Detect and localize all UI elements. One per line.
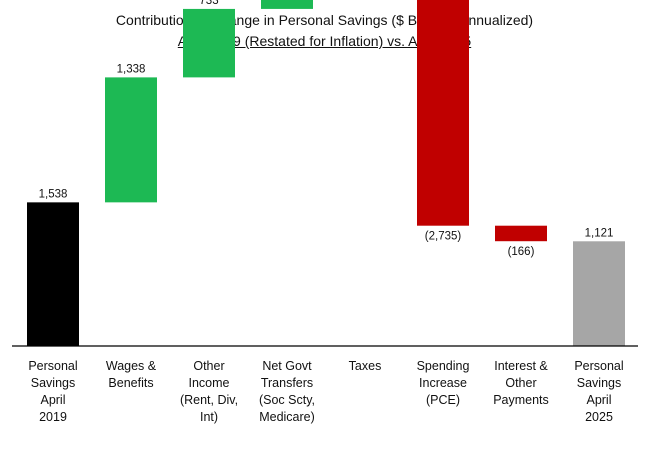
category-label-7-line-2: April [586, 393, 611, 407]
category-label-5: Spending Increase (PCE) [417, 359, 470, 407]
bar-3 [261, 0, 313, 9]
chart-subtitle: April 2019 (Restated for Inflation) vs. … [177, 33, 472, 49]
category-label-1-line-1: Benefits [108, 376, 153, 390]
category-label-3-line-0: Net Govt [262, 359, 312, 373]
category-label-0-line-0: Personal [28, 359, 77, 373]
category-label-6-line-0: Interest & [494, 359, 548, 373]
category-label-2: Other Income (Rent, Div, Int) [180, 359, 238, 424]
category-label-0-line-3: 2019 [39, 410, 67, 424]
category-label-7-line-1: Savings [577, 376, 621, 390]
category-label-6-line-1: Other [505, 376, 536, 390]
category-label-7-line-3: 2025 [585, 410, 613, 424]
category-label-3: Net Govt Transfers (Soc Scty, Medicare) [259, 359, 315, 424]
data-label-2: 733 [199, 0, 218, 7]
category-label-4: Taxes [349, 359, 382, 373]
bar-5 [417, 0, 469, 226]
category-label-0-line-2: April [40, 393, 65, 407]
bar-7 [573, 241, 625, 346]
category-label-2-line-0: Other [193, 359, 224, 373]
bar-6 [495, 225, 547, 242]
category-label-1-line-0: Wages & [106, 359, 157, 373]
category-label-0: Personal Savings April 2019 [28, 359, 77, 424]
category-label-0-line-1: Savings [31, 376, 75, 390]
category-label-3-line-1: Transfers [261, 376, 313, 390]
bar-1 [105, 77, 157, 203]
category-label-6: Interest & Other Payments [493, 359, 549, 407]
category-label-5-line-1: Increase [419, 376, 467, 390]
category-label-2-line-2: (Rent, Div, [180, 393, 238, 407]
category-label-6-line-2: Payments [493, 393, 549, 407]
category-label-4-line-0: Taxes [349, 359, 382, 373]
category-label-2-line-3: Int) [200, 410, 218, 424]
data-label-6: (166) [508, 246, 535, 258]
bar-2 [183, 8, 235, 78]
category-label-3-line-3: Medicare) [259, 410, 315, 424]
category-label-5-line-2: (PCE) [426, 393, 460, 407]
bar-0 [27, 202, 79, 346]
category-label-5-line-0: Spending [417, 359, 470, 373]
data-label-7: 1,121 [585, 227, 614, 239]
data-label-1: 1,338 [117, 63, 146, 75]
data-label-5: (2,735) [425, 231, 462, 243]
category-label-2-line-1: Income [189, 376, 230, 390]
data-label-0: 1,538 [39, 188, 68, 200]
category-label-1: Wages & Benefits [106, 359, 157, 390]
category-label-7-line-0: Personal [574, 359, 623, 373]
category-label-7: Personal Savings April 2025 [574, 359, 623, 424]
category-label-3-line-2: (Soc Scty, [259, 393, 315, 407]
